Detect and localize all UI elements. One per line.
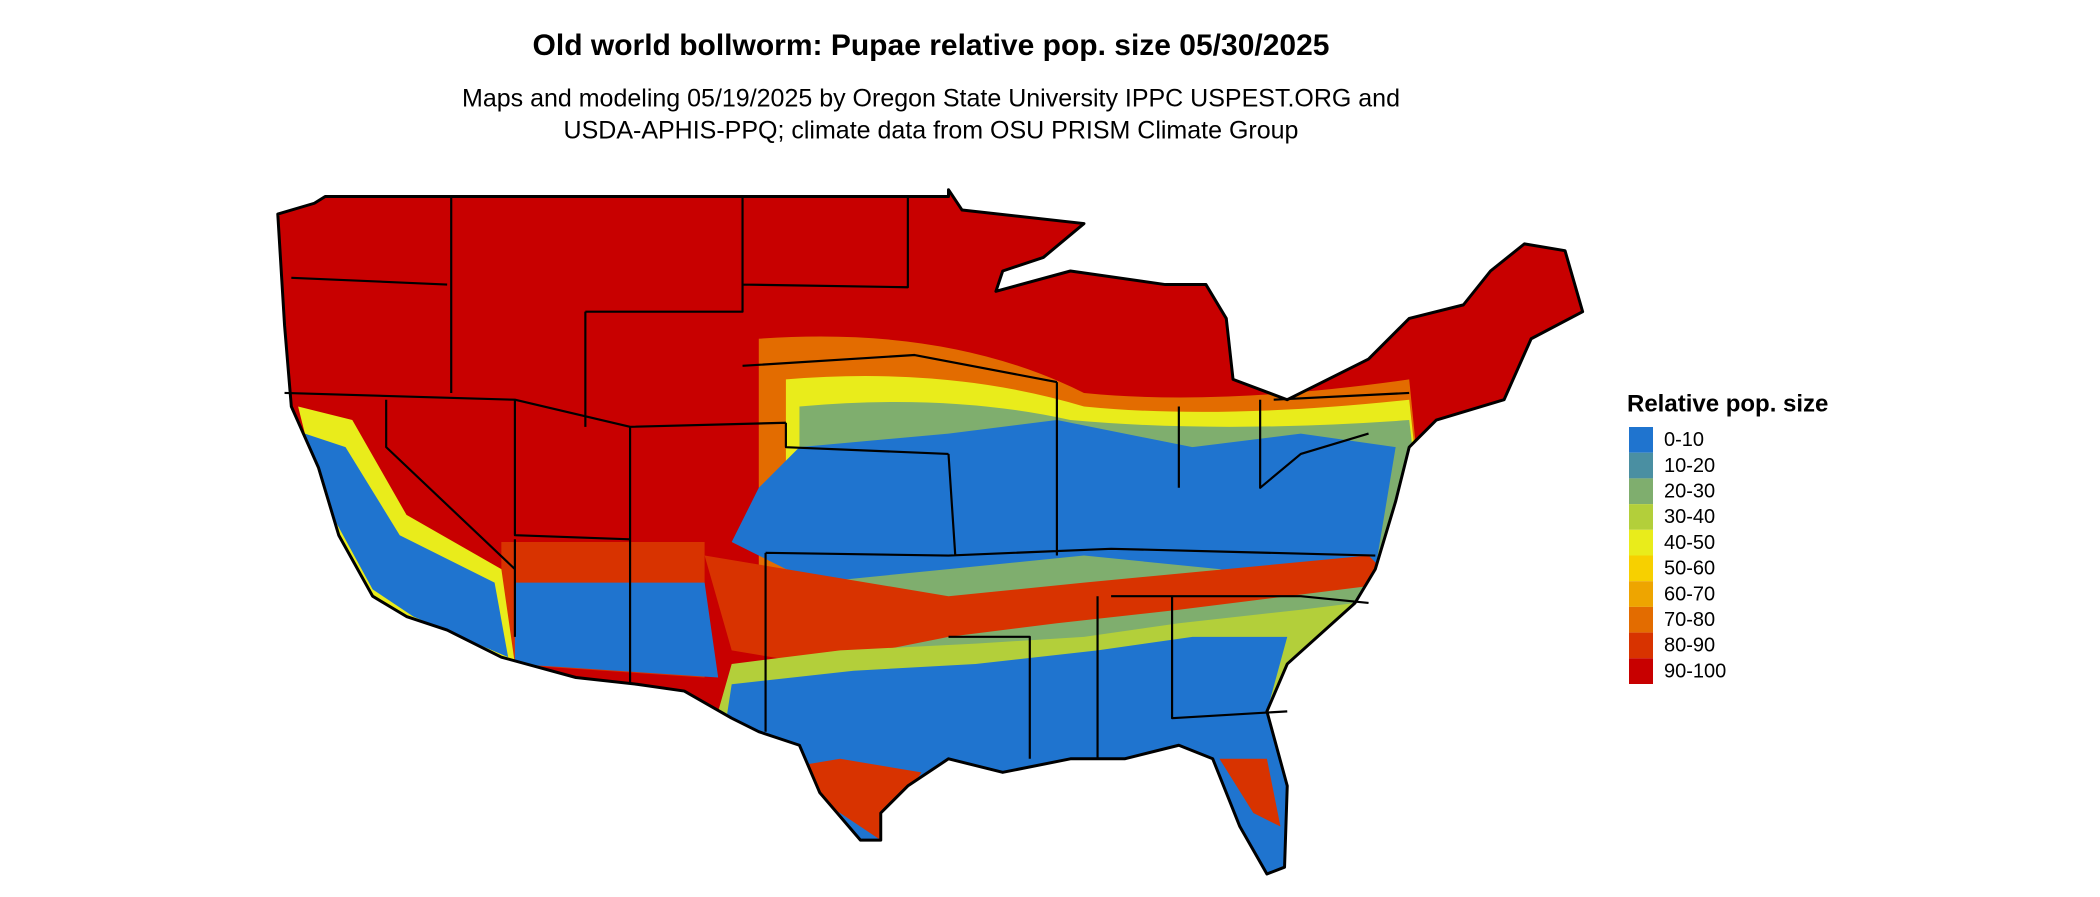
legend-label: 0-10: [1664, 429, 1704, 451]
zone: [758, 758, 922, 841]
legend-swatch: [1629, 632, 1653, 659]
legend-label: 10-20: [1664, 455, 1715, 477]
us-map: [276, 188, 1585, 876]
legend-swatch: [1629, 427, 1653, 453]
legend-label: 90-100: [1664, 660, 1726, 682]
state-borders: [284, 196, 1410, 759]
legend-swatch: [1629, 581, 1653, 607]
legend-swatch: [1629, 504, 1653, 530]
legend-label: 20-30: [1664, 481, 1715, 503]
map-fill: [277, 189, 1583, 874]
zone: [514, 582, 719, 678]
legend-swatch: [1629, 606, 1653, 633]
legend-swatch: [1629, 555, 1653, 582]
zone: [1219, 758, 1281, 827]
legend-label: 40-50: [1664, 532, 1715, 554]
legend-swatch: [1629, 478, 1653, 505]
legend-swatch: [1629, 529, 1653, 556]
country-border: [276, 188, 1585, 876]
legend-label: 60-70: [1664, 583, 1715, 605]
legend-swatch: [1629, 658, 1653, 684]
legend: 0-10 10-20 20-30 30-40 40-50 50-60 60-70 70-80 8…: [1629, 427, 1726, 684]
zone: [731, 420, 1396, 583]
legend-swatch: [1629, 452, 1653, 479]
legend-label: 30-40: [1664, 506, 1715, 528]
legend-label: 80-90: [1664, 635, 1715, 657]
zone: [704, 555, 1396, 664]
map-subtitle: USDA-APHIS-PPQ; climate data from OSU PR…: [564, 117, 1299, 145]
legend-label: 50-60: [1664, 558, 1715, 580]
map-title: Old world bollworm: Pupae relative pop. …: [533, 29, 1330, 62]
legend-title: Relative pop. size: [1627, 390, 1828, 417]
map-subtitle: Maps and modeling 05/19/2025 by Oregon S…: [462, 85, 1400, 113]
zone: [304, 433, 509, 658]
legend-label: 70-80: [1664, 609, 1715, 631]
